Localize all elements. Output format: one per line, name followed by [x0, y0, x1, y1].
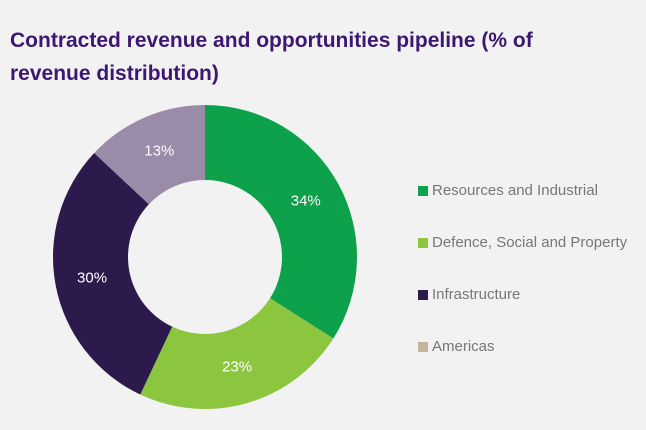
legend-item: Defence, Social and Property [418, 233, 646, 252]
slice-label: 13% [144, 142, 174, 159]
slice [94, 105, 205, 205]
slice [140, 298, 334, 410]
slice-label: 30% [77, 270, 107, 287]
legend-swatch [418, 342, 428, 352]
legend-label: Infrastructure [432, 286, 521, 303]
legend-item: Resources and Industrial [418, 181, 646, 200]
slice [205, 105, 357, 339]
slice-label: 23% [222, 358, 252, 375]
legend-item: Infrastructure [418, 285, 646, 304]
chart-title: Contracted revenue and opportunities pip… [10, 29, 533, 85]
legend-label: Defence, Social and Property [432, 234, 628, 251]
legend-swatch [418, 238, 428, 248]
legend-swatch [418, 186, 428, 196]
legend-label: Resources and Industrial [432, 182, 598, 199]
legend-swatch [418, 290, 428, 300]
legend-item: Americas [418, 337, 646, 356]
slice [52, 152, 173, 395]
slice-label: 34% [291, 193, 321, 210]
legend-label: Americas [432, 338, 495, 355]
